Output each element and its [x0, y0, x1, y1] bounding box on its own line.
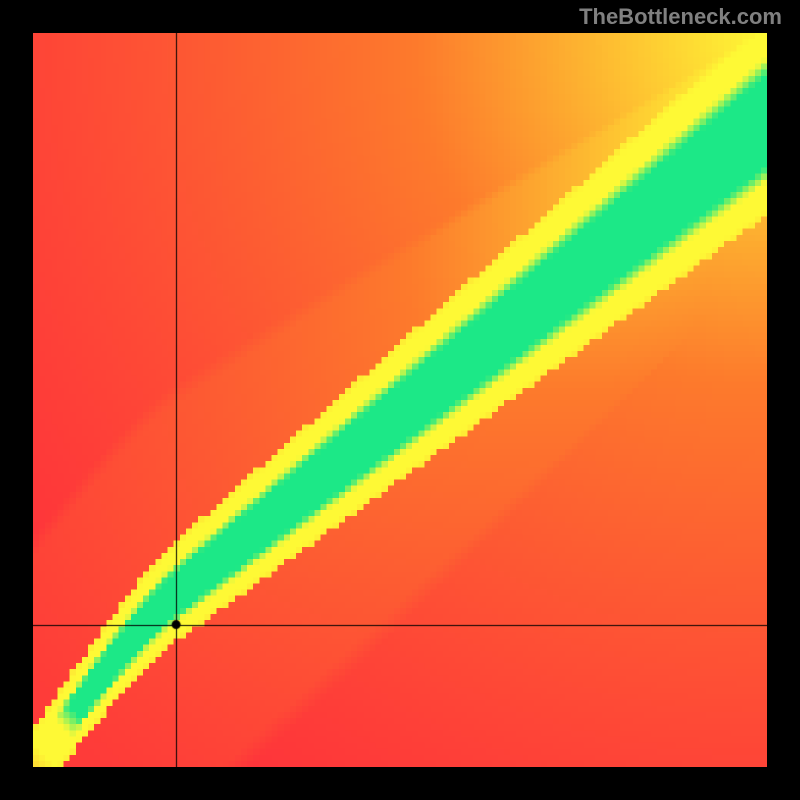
chart-container: TheBottleneck.com — [0, 0, 800, 800]
crosshair-overlay — [33, 33, 767, 767]
attribution-label: TheBottleneck.com — [579, 4, 782, 30]
